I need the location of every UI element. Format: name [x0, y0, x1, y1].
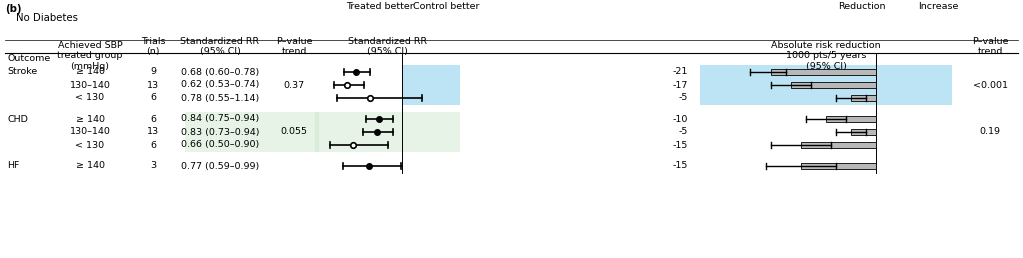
Text: 0.66 (0.50–0.90): 0.66 (0.50–0.90): [181, 141, 259, 149]
Text: 0.84 (0.75–0.94): 0.84 (0.75–0.94): [181, 115, 259, 124]
Text: 6: 6: [150, 93, 155, 102]
Text: < 130: < 130: [76, 93, 104, 102]
Bar: [791, 82, 877, 88]
Text: CHD: CHD: [7, 115, 28, 124]
Text: < 130: < 130: [76, 141, 104, 149]
Text: HF: HF: [7, 162, 19, 171]
Bar: [700, 65, 952, 105]
Text: Standardized RR
(95% CI): Standardized RR (95% CI): [348, 37, 427, 57]
Text: -15: -15: [673, 141, 688, 149]
Bar: [315, 112, 460, 152]
Text: 0.19: 0.19: [979, 127, 1000, 136]
Text: Standardized RR
(95% CI): Standardized RR (95% CI): [180, 37, 260, 57]
Text: ≥ 140: ≥ 140: [76, 162, 104, 171]
Bar: [402, 65, 460, 105]
Text: 0.83 (0.73–0.94): 0.83 (0.73–0.94): [181, 127, 259, 136]
Text: No Diabetes: No Diabetes: [16, 13, 78, 23]
Text: 3: 3: [150, 162, 157, 171]
Text: 0.77 (0.59–0.99): 0.77 (0.59–0.99): [181, 162, 259, 171]
Text: 0.37: 0.37: [283, 80, 305, 90]
Bar: [185, 112, 319, 152]
Text: Control better: Control better: [412, 2, 479, 11]
Text: -5: -5: [678, 127, 688, 136]
Text: 0.055: 0.055: [280, 127, 308, 136]
Text: 6: 6: [150, 115, 155, 124]
Text: ≥ 140: ≥ 140: [76, 115, 104, 124]
Text: -17: -17: [673, 80, 688, 90]
Text: P–value
trend: P–value trend: [276, 37, 312, 57]
Text: 0.68 (0.60–0.78): 0.68 (0.60–0.78): [181, 68, 259, 77]
Bar: [801, 142, 877, 148]
Text: 130–140: 130–140: [70, 80, 110, 90]
Text: -10: -10: [673, 115, 688, 124]
Text: 13: 13: [147, 80, 159, 90]
Bar: [801, 163, 877, 169]
Text: 0.62 (0.53–0.74): 0.62 (0.53–0.74): [181, 80, 259, 90]
Text: Achieved SBP
treated group
(mmHg): Achieved SBP treated group (mmHg): [57, 41, 123, 71]
Text: Outcome: Outcome: [7, 54, 50, 63]
Text: <0.001: <0.001: [973, 80, 1008, 90]
Text: 9: 9: [150, 68, 155, 77]
Bar: [851, 95, 877, 101]
Text: 130–140: 130–140: [70, 127, 110, 136]
Bar: [826, 116, 877, 122]
Text: (b): (b): [5, 4, 21, 14]
Text: 13: 13: [147, 127, 159, 136]
Text: 0.78 (0.55–1.14): 0.78 (0.55–1.14): [181, 93, 259, 102]
Text: -21: -21: [673, 68, 688, 77]
Text: Absolute risk reduction
1000 pts/5 years
(95% CI): Absolute risk reduction 1000 pts/5 years…: [771, 41, 881, 71]
Text: 6: 6: [150, 141, 155, 149]
Text: ≥ 140: ≥ 140: [76, 68, 104, 77]
Bar: [770, 69, 877, 75]
Text: P–value
trend: P–value trend: [972, 37, 1009, 57]
Text: Stroke: Stroke: [7, 68, 37, 77]
Text: Reduction: Reduction: [838, 2, 886, 11]
Text: -5: -5: [678, 93, 688, 102]
Bar: [851, 129, 877, 135]
Text: -15: -15: [673, 162, 688, 171]
Text: Increase: Increase: [918, 2, 959, 11]
Text: Trials
(n): Trials (n): [141, 37, 166, 57]
Text: Treated better: Treated better: [346, 2, 414, 11]
